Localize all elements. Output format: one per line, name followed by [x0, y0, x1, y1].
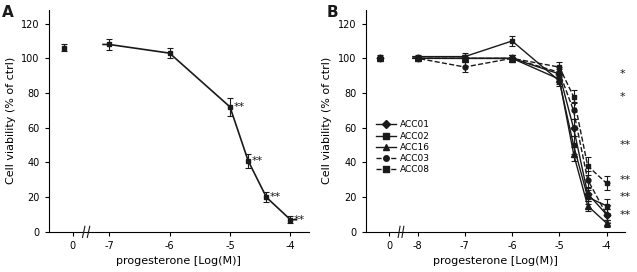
Text: **: **	[619, 209, 631, 220]
Text: **: **	[252, 156, 263, 166]
Text: **: **	[619, 175, 631, 185]
Text: **: **	[294, 215, 305, 225]
Text: **: **	[234, 102, 245, 112]
Text: A: A	[2, 5, 13, 20]
Text: **: **	[619, 192, 631, 202]
Y-axis label: Cell viability (% of ctrl): Cell viability (% of ctrl)	[322, 57, 333, 184]
Text: **: **	[619, 140, 631, 150]
X-axis label: progesterone [Log(M)]: progesterone [Log(M)]	[433, 256, 558, 267]
Text: **: **	[270, 192, 281, 202]
Y-axis label: Cell viability (% of ctrl): Cell viability (% of ctrl)	[6, 57, 15, 184]
Text: *: *	[619, 69, 625, 79]
Legend: ACC01, ACC02, ACC16, ACC03, ACC08: ACC01, ACC02, ACC16, ACC03, ACC08	[373, 117, 433, 178]
Text: *: *	[619, 91, 625, 101]
Text: B: B	[327, 5, 338, 20]
X-axis label: progesterone [Log(M)]: progesterone [Log(M)]	[116, 256, 241, 267]
